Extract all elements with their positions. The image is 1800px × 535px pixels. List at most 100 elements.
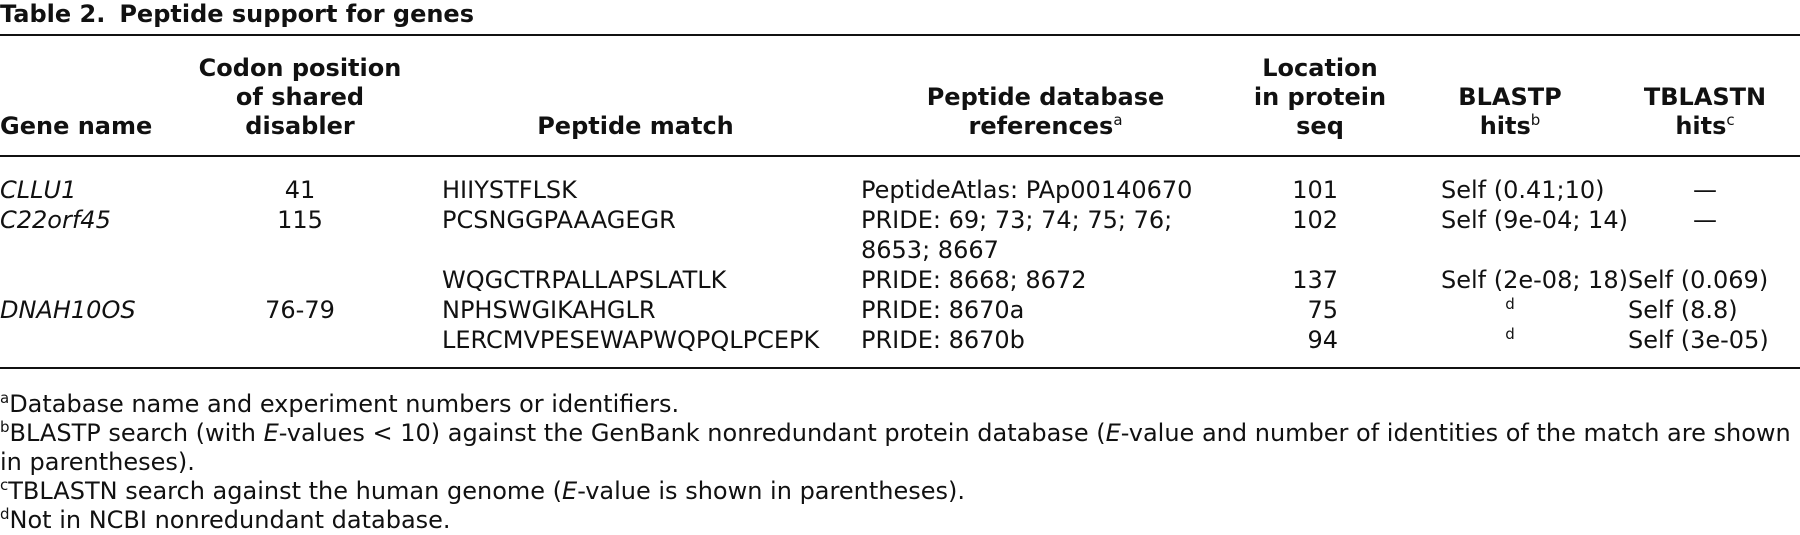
table-row: CLLU1 41 HIIYSTFLSK PeptideAtlas: PAp001406… xyxy=(0,156,1800,205)
header-line: hitsb xyxy=(1410,112,1610,141)
table-title-text: Peptide support for genes xyxy=(119,0,474,28)
footnote-text: -value and number of identities of the m… xyxy=(0,419,1791,476)
footnote-text: -values < 10) against the GenBank nonred… xyxy=(278,419,1106,447)
table-cell: PRIDE: 8668; 8672 xyxy=(861,265,1230,295)
table-row: DNAH10OS 76-79 NPHSWGIKAHGLR PRIDE: 8670a 75… xyxy=(0,295,1800,325)
header-line: referencesa xyxy=(861,112,1230,141)
cell-line: 8653; 8667 xyxy=(861,236,999,264)
header-text: references xyxy=(968,112,1114,140)
table-cell: PRIDE: 69; 73; 74; 75; 76; 8653; 8667 xyxy=(861,205,1230,265)
table-cell: Self (0.41;10) xyxy=(1441,176,1605,204)
table-cell: DNAH10OS xyxy=(0,296,136,324)
table-cell: Self (2e-08; 18) xyxy=(1441,266,1628,294)
column-header: Codon position of shared disabler xyxy=(190,35,410,156)
table-cell: PCSNGGPAAAGEGR xyxy=(442,206,676,234)
table: Gene name Codon position of shared disable… xyxy=(0,34,1800,369)
table-cell: 115 xyxy=(277,206,323,234)
column-header: TBLASTN hitsc xyxy=(1610,35,1800,156)
footnote-mark: b xyxy=(0,418,10,436)
table-cell: CLLU1 xyxy=(0,176,77,204)
table-row: C22orf45 115 PCSNGGPAAAGEGR PRIDE: 69; 73; … xyxy=(0,205,1800,265)
header-line: TBLASTN xyxy=(1610,83,1800,112)
table-cell xyxy=(190,325,410,368)
table-cell: — xyxy=(1693,206,1717,234)
table-body: CLLU1 41 HIIYSTFLSK PeptideAtlas: PAp001406… xyxy=(0,156,1800,368)
footnote: aDatabase name and experiment numbers or… xyxy=(0,390,1800,419)
table-cell: 41 xyxy=(284,176,316,204)
footnote-mark: c xyxy=(1726,111,1735,129)
table-cell: Self (3e-05) xyxy=(1628,326,1769,354)
header-line: Peptide match xyxy=(410,112,861,141)
header-text: Peptide database xyxy=(926,83,1165,111)
table-cell xyxy=(0,325,190,368)
header-line: Peptide database xyxy=(861,83,1230,112)
footnote: bBLASTP search (with E-values < 10) agai… xyxy=(0,419,1800,477)
cell-line: PRIDE: 8670b xyxy=(861,326,1025,354)
table-cell: Self (9e-04; 14) xyxy=(1441,206,1628,234)
header-line: hitsc xyxy=(1610,112,1800,141)
footnote-text: Not in NCBI nonredundant database. xyxy=(9,506,451,534)
header-row: Gene name Codon position of shared disable… xyxy=(0,35,1800,156)
table-cell: Self (8.8) xyxy=(1628,296,1738,324)
table-cell: PRIDE: 8670a xyxy=(861,295,1230,325)
table-cell: 94 xyxy=(1307,326,1338,354)
table-header: Gene name Codon position of shared disable… xyxy=(0,35,1800,156)
table-cell: 102 xyxy=(1292,206,1338,234)
header-line: Codon position xyxy=(190,54,410,83)
table-cell: PRIDE: 8670b xyxy=(861,325,1230,368)
column-header: Location in protein seq xyxy=(1230,35,1410,156)
header-text: hits xyxy=(1479,112,1531,140)
footnotes: aDatabase name and experiment numbers or… xyxy=(0,390,1800,535)
column-header: Peptide database referencesa xyxy=(861,35,1230,156)
table-label: Table 2. xyxy=(0,0,106,28)
header-line: of shared disabler xyxy=(190,83,410,141)
footnote-text: E xyxy=(1105,419,1121,447)
footnote-text: BLASTP search (with xyxy=(9,419,264,447)
header-text: BLASTP xyxy=(1458,83,1562,111)
cell-line: PRIDE: 69; 73; 74; 75; 76; xyxy=(861,206,1173,234)
header-text: Peptide match xyxy=(537,112,734,140)
footnote-text: TBLASTN search against the human genome … xyxy=(8,477,563,505)
footnote-mark: d xyxy=(0,505,10,523)
header-text: Codon position xyxy=(198,54,402,82)
header-line: Gene name xyxy=(0,112,190,141)
table-cell: — xyxy=(1693,176,1717,204)
footnote-text: E xyxy=(263,419,279,447)
header-line: BLASTP xyxy=(1410,83,1610,112)
header-text: TBLASTN xyxy=(1643,83,1767,111)
table-title: Table 2. Peptide support for genes xyxy=(0,0,474,28)
table-cell: Self (0.069) xyxy=(1628,266,1769,294)
table-cell: 76-79 xyxy=(265,296,335,324)
header-line: in protein seq xyxy=(1230,83,1410,141)
footnote-mark: c xyxy=(0,476,9,494)
footnote-text: Database name and experiment numbers or … xyxy=(9,390,680,418)
footnote-text: E xyxy=(562,477,578,505)
table-cell: WQGCTRPALLAPSLATLK xyxy=(442,266,727,294)
cell-line: PeptideAtlas: PAp00140670 xyxy=(861,176,1193,204)
cell-line: PRIDE: 8668; 8672 xyxy=(861,266,1087,294)
table-cell: 75 xyxy=(1307,296,1338,324)
header-line: Location xyxy=(1230,54,1410,83)
table-cell: 101 xyxy=(1292,176,1338,204)
header-text: in protein seq xyxy=(1253,83,1387,140)
table-cell: HIIYSTFLSK xyxy=(442,176,577,204)
table-cell: 137 xyxy=(1292,266,1338,294)
column-header: Peptide match xyxy=(410,35,861,156)
column-header: Gene name xyxy=(0,35,190,156)
header-text: Location xyxy=(1262,54,1378,82)
table-cell: NPHSWGIKAHGLR xyxy=(442,296,656,324)
table-row: WQGCTRPALLAPSLATLK PRIDE: 8668; 8672 137 Se… xyxy=(0,265,1800,295)
table-cell: PeptideAtlas: PAp00140670 xyxy=(861,156,1230,205)
header-text: hits xyxy=(1675,112,1727,140)
footnote-mark: b xyxy=(1530,111,1541,129)
table-cell xyxy=(0,265,190,295)
footnote: dNot in NCBI nonredundant database. xyxy=(0,506,1800,535)
table-cell: d xyxy=(1410,295,1610,325)
table-cell: LERCMVPESEWAPWQPQLPCEPK xyxy=(442,326,820,354)
cell-line: PRIDE: 8670a xyxy=(861,296,1025,324)
footnote-mark: d xyxy=(1505,325,1515,343)
table-cell xyxy=(190,265,410,295)
footnote: cTBLASTN search against the human genome… xyxy=(0,477,1800,506)
header-text: Gene name xyxy=(0,112,153,140)
